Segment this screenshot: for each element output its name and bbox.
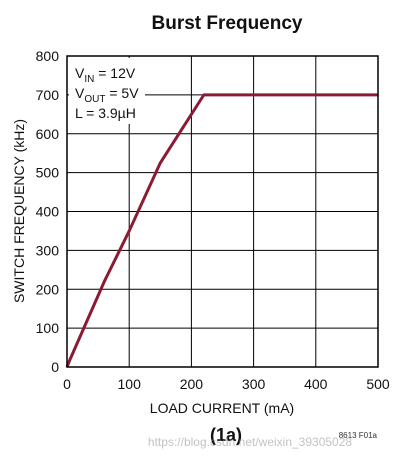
plot-frame	[66, 55, 379, 368]
x-tick-label: 100	[118, 376, 142, 392]
annotation-line: VOUT = 5V	[75, 85, 139, 105]
annotation-line: VIN = 12V	[75, 65, 136, 85]
y-tick-label: 0	[51, 359, 59, 375]
y-tick-label: 800	[36, 48, 60, 64]
y-tick-labels: 0 100 200 300 400 500 600 700 800	[36, 48, 60, 375]
y-tick-label: 300	[36, 242, 60, 258]
y-axis-label: SWITCH FREQUENCY (kHz)	[11, 119, 27, 303]
series-layer	[65, 93, 378, 368]
x-tick-label: 200	[180, 376, 204, 392]
x-axis-label: LOAD CURRENT (mA)	[150, 400, 294, 416]
x-tick-label: 300	[242, 376, 266, 392]
watermark: https://blog.csdn.net/weixin_39305028	[148, 435, 352, 449]
y-tick-label: 100	[36, 320, 60, 336]
x-tick-label: 0	[63, 376, 71, 392]
annotation-line: L = 3.9µH	[75, 105, 136, 121]
x-tick-labels: 0 100 200 300 400 500	[63, 376, 390, 392]
y-tick-label: 700	[36, 87, 60, 103]
chart-title: Burst Frequency	[152, 13, 303, 34]
series-line	[65, 93, 378, 368]
y-tick-label: 600	[36, 126, 60, 142]
x-tick-label: 500	[366, 376, 390, 392]
y-tick-label: 500	[36, 165, 60, 181]
figure-caption: (1a)	[210, 425, 242, 445]
y-tick-label: 400	[36, 204, 60, 220]
annotation-background	[69, 58, 145, 124]
figure-id: 8613 F01a	[339, 431, 378, 440]
y-tick-label: 200	[36, 281, 60, 297]
x-tick-label: 400	[304, 376, 328, 392]
